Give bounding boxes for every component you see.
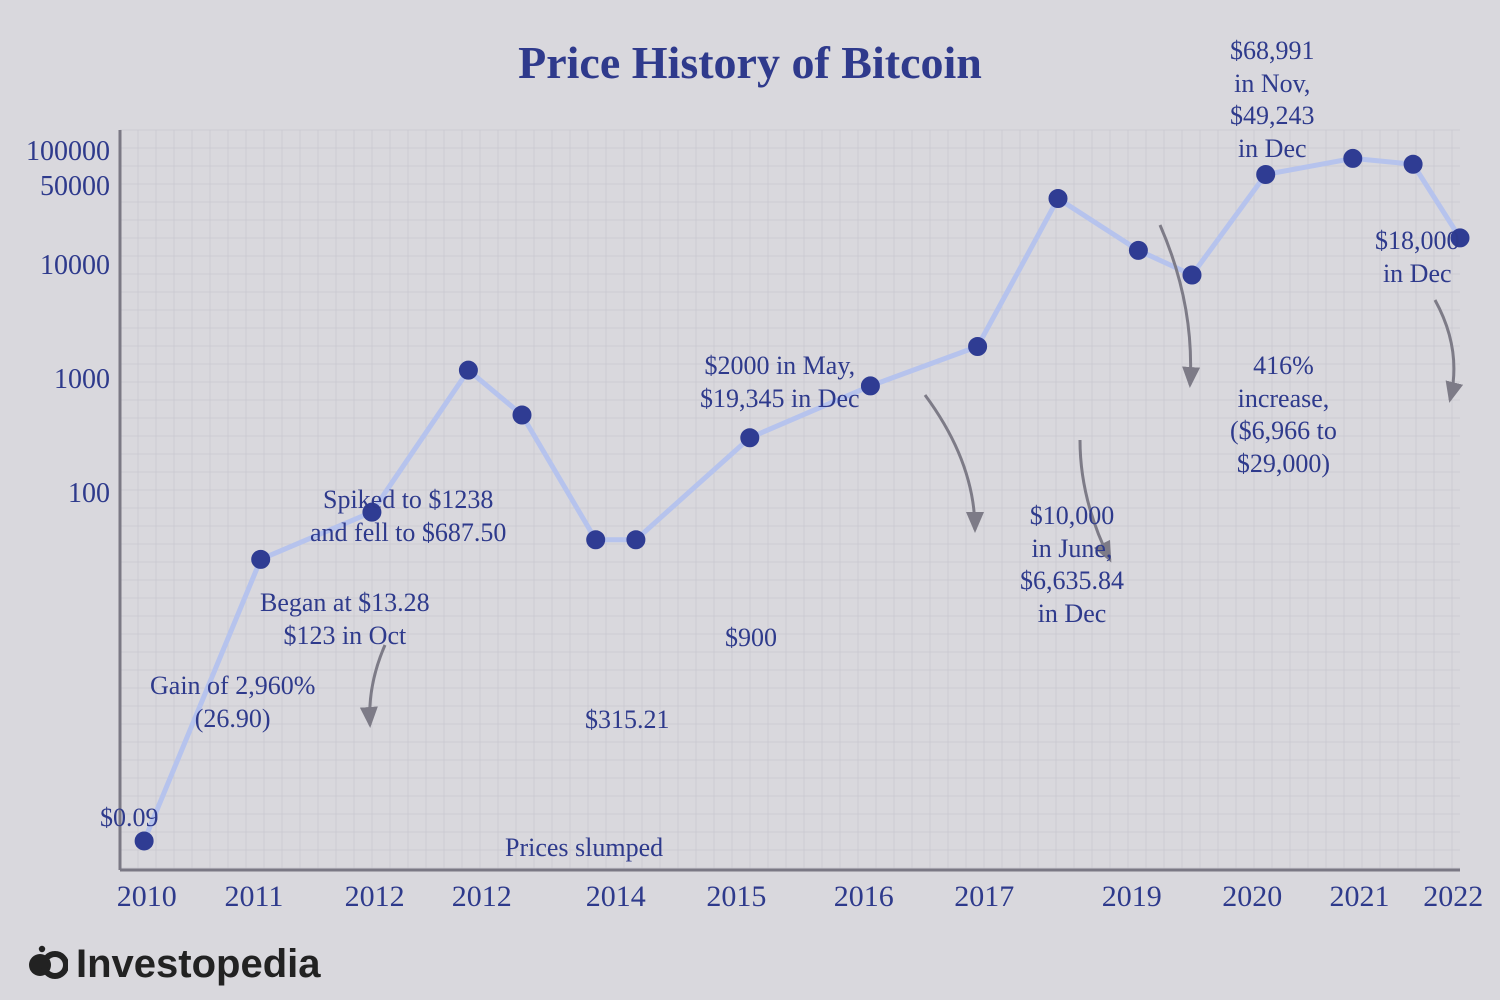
annotation-label: $68,991 in Nov, $49,243 in Dec [1230, 35, 1315, 165]
data-point [587, 531, 605, 549]
data-point [1344, 149, 1362, 167]
x-tick-label: 2020 [1212, 880, 1292, 914]
y-tick-label: 100000 [26, 136, 110, 168]
data-point [1049, 189, 1067, 207]
annotation-label: Prices slumped [505, 832, 663, 865]
x-tick-label: 2014 [576, 880, 656, 914]
x-tick-label: 2016 [824, 880, 904, 914]
brand-text: Investopedia [76, 942, 321, 987]
data-point [861, 377, 879, 395]
y-tick-label: 1000 [54, 364, 110, 396]
data-point [1183, 266, 1201, 284]
annotation-label: $2000 in May, $19,345 in Dec [700, 350, 860, 415]
x-tick-label: 2022 [1413, 880, 1493, 914]
x-tick-label: 2021 [1320, 880, 1400, 914]
annotation-label: 416% increase, ($6,966 to $29,000) [1230, 350, 1337, 480]
annotation-label: $315.21 [585, 704, 670, 737]
annotation-label: $900 [725, 622, 777, 655]
y-tick-label: 10000 [40, 250, 110, 282]
data-point [741, 429, 759, 447]
x-tick-label: 2012 [335, 880, 415, 914]
y-tick-label: 100 [68, 478, 110, 510]
brand-icon [28, 945, 68, 985]
x-tick-label: 2012 [442, 880, 522, 914]
data-point [135, 832, 153, 850]
x-tick-label: 2015 [696, 880, 776, 914]
x-tick-label: 2011 [214, 880, 294, 914]
callout-arrow [1160, 225, 1191, 385]
callout-arrow [925, 395, 975, 530]
annotation-label: Began at $13.28 $123 in Oct [260, 587, 430, 652]
data-point [969, 337, 987, 355]
x-tick-label: 2010 [107, 880, 187, 914]
data-point [1404, 155, 1422, 173]
callout-arrow [1435, 300, 1454, 400]
data-point [627, 531, 645, 549]
annotation-label: $18,000 in Dec [1375, 225, 1460, 290]
annotation-label: $0.09 [100, 802, 159, 835]
x-tick-label: 2019 [1092, 880, 1172, 914]
data-point [513, 406, 531, 424]
data-point [1129, 241, 1147, 259]
data-point [459, 361, 477, 379]
annotation-label: Gain of 2,960% (26.90) [150, 670, 315, 735]
annotation-label: $10,000 in June, $6,635.84 in Dec [1020, 500, 1124, 630]
x-tick-label: 2017 [944, 880, 1024, 914]
brand-logo: Investopedia [28, 942, 321, 987]
data-point [252, 550, 270, 568]
y-tick-label: 50000 [40, 171, 110, 203]
annotation-label: Spiked to $1238 and fell to $687.50 [310, 484, 506, 549]
data-point [1257, 166, 1275, 184]
